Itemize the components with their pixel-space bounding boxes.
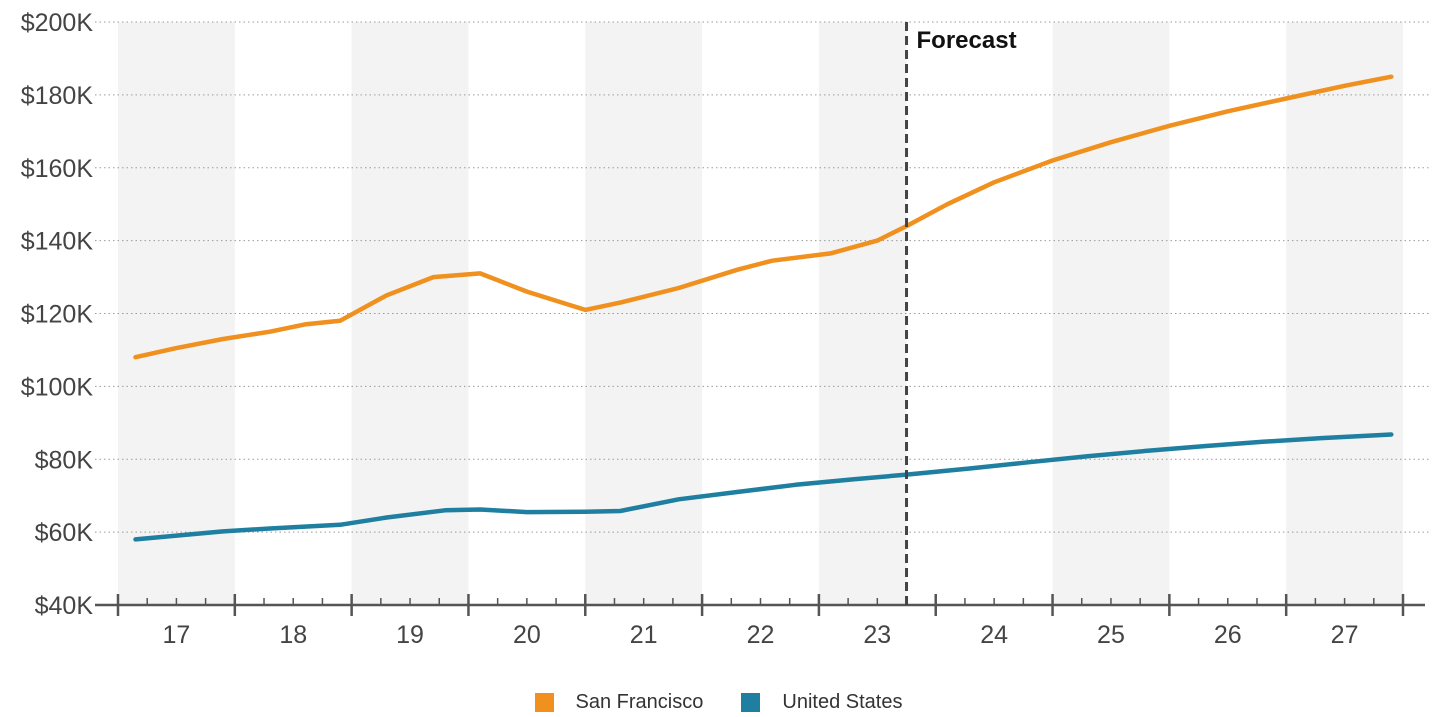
x-tick-label-24: 24 <box>980 621 1008 649</box>
legend-item-san-francisco: San Francisco <box>534 690 704 714</box>
y-tick-label: $40K <box>35 592 94 620</box>
x-axis <box>95 594 1425 616</box>
y-tick-label: $140K <box>21 228 94 256</box>
forecast-label: Forecast <box>917 27 1017 54</box>
x-axis-labels: 17 18 19 20 21 22 23 24 25 26 27 <box>163 621 1359 649</box>
x-tick-label-21: 21 <box>630 621 658 649</box>
x-tick-label-22: 22 <box>747 621 775 649</box>
gridlines <box>95 21 1430 533</box>
legend-label-san-francisco: San Francisco <box>575 690 704 713</box>
legend: San Francisco United States <box>0 687 1437 717</box>
x-tick-label-25: 25 <box>1097 621 1125 649</box>
y-tick-label: $100K <box>21 373 94 401</box>
y-tick-label: $120K <box>21 301 94 329</box>
x-tick-label-23: 23 <box>863 621 891 649</box>
legend-item-united-states: United States <box>741 691 902 714</box>
legend-swatch-san-francisco <box>534 692 554 712</box>
series-line-united-states <box>133 432 1394 542</box>
y-axis-labels: $40K $60K $80K $100K $120K $140K $160K $180K $20… <box>21 9 94 620</box>
series-line-san-francisco <box>133 74 1394 360</box>
x-tick-label-19: 19 <box>396 621 424 649</box>
line-chart: $40K $60K $80K $100K $120K $140K $160K $180K $20… <box>21 9 1430 649</box>
legend-swatch-united-states <box>741 692 761 712</box>
y-tick-label: $200K <box>21 9 94 37</box>
forecast-marker: Forecast <box>905 22 1017 605</box>
band-23 <box>818 22 907 605</box>
band-27 <box>1286 22 1403 605</box>
y-tick-label: $160K <box>21 155 94 183</box>
y-tick-label: $60K <box>35 519 94 547</box>
x-tick-label-27: 27 <box>1331 621 1359 649</box>
x-tick-label-17: 17 <box>163 621 191 649</box>
x-tick-label-20: 20 <box>513 621 541 649</box>
year-bands <box>118 22 1403 605</box>
band-25 <box>1052 22 1170 605</box>
x-tick-label-26: 26 <box>1214 621 1242 649</box>
y-tick-label: $80K <box>35 446 94 474</box>
x-tick-label-18: 18 <box>279 621 307 649</box>
series-lines <box>133 74 1394 542</box>
y-tick-label: $180K <box>21 82 94 110</box>
legend-label-united-states: United States <box>782 690 903 713</box>
